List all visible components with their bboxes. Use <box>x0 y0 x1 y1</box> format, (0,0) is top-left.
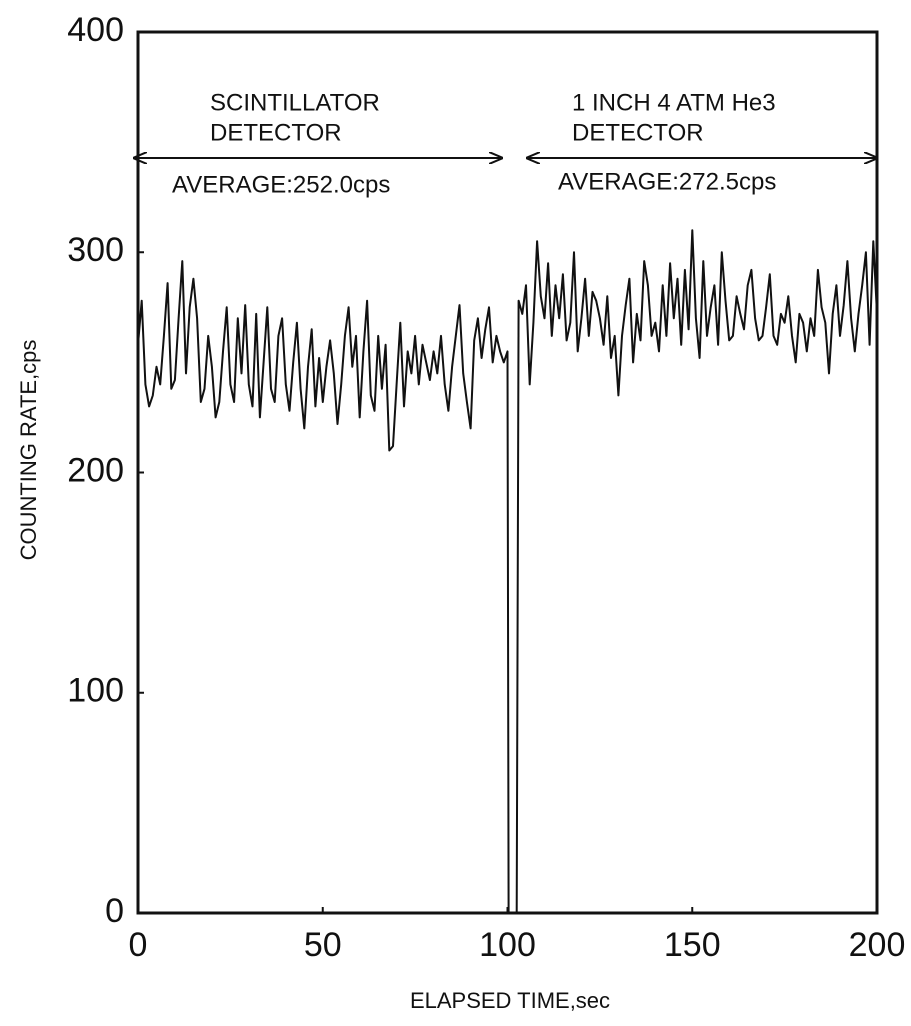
x-tick-label: 200 <box>849 926 906 964</box>
annotation: 1 INCH 4 ATM He3 <box>572 89 776 116</box>
annotation: SCINTILLATOR <box>210 89 380 116</box>
x-tick-label: 100 <box>479 926 536 964</box>
y-tick-label: 400 <box>67 11 124 49</box>
y-tick-label: 100 <box>67 672 124 710</box>
x-axis-label: ELAPSED TIME,sec <box>410 988 610 1013</box>
annotation: AVERAGE:272.5cps <box>558 168 776 195</box>
y-tick-label: 0 <box>105 892 124 930</box>
y-axis-label: COUNTING RATE,cps <box>16 340 41 561</box>
y-tick-label: 200 <box>67 451 124 489</box>
x-tick-label: 150 <box>664 926 721 964</box>
annotation: DETECTOR <box>572 119 704 146</box>
annotation: AVERAGE:252.0cps <box>172 171 390 198</box>
data-line <box>137 229 878 914</box>
x-tick-label: 0 <box>129 926 148 964</box>
x-tick-label: 50 <box>304 926 342 964</box>
y-tick-label: 300 <box>67 231 124 269</box>
annotation: DETECTOR <box>210 119 342 146</box>
